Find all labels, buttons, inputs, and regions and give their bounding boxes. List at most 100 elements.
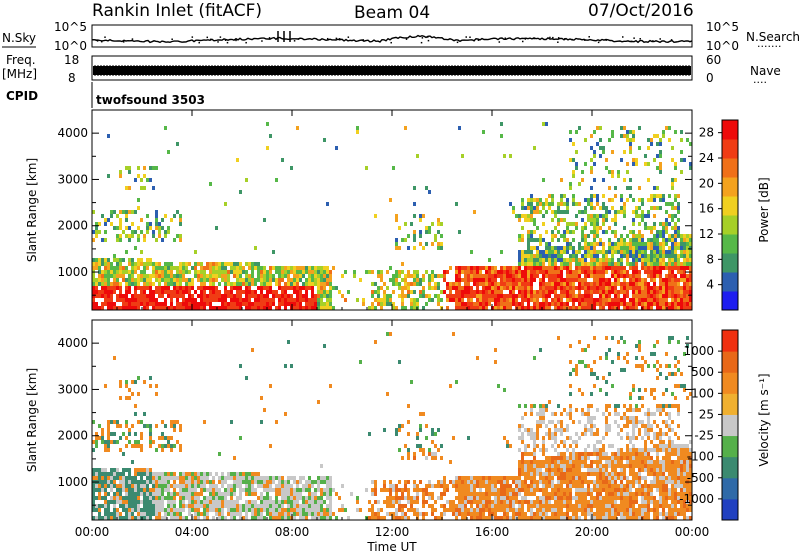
data-cell	[98, 266, 101, 270]
data-cell	[626, 138, 629, 142]
data-cell	[113, 496, 116, 500]
data-cell	[398, 360, 401, 364]
data-cell	[581, 246, 584, 250]
data-cell	[428, 294, 431, 298]
data-cell	[554, 290, 557, 294]
data-cell	[470, 484, 473, 488]
data-cell	[203, 508, 206, 512]
data-cell	[179, 492, 182, 496]
data-cell	[167, 488, 170, 492]
data-cell	[131, 262, 134, 266]
data-cell	[590, 222, 593, 226]
data-cell	[287, 492, 290, 496]
data-cell	[653, 258, 656, 262]
data-cell	[494, 278, 497, 282]
data-cell	[614, 294, 617, 298]
data-cell	[647, 262, 650, 266]
data-cell	[170, 476, 173, 480]
data-cell	[572, 158, 575, 162]
data-cell	[521, 488, 524, 492]
data-cell	[533, 206, 536, 210]
data-cell	[128, 484, 131, 488]
data-cell	[521, 516, 524, 520]
data-cell	[314, 302, 317, 306]
data-cell	[491, 274, 494, 278]
data-cell	[623, 254, 626, 258]
data-cell	[104, 476, 107, 480]
data-cell	[119, 306, 122, 310]
data-cell	[245, 282, 248, 286]
data-cell	[434, 452, 437, 456]
data-cell	[509, 508, 512, 512]
data-cell	[176, 484, 179, 488]
data-cell	[182, 274, 185, 278]
data-cell	[641, 214, 644, 218]
data-cell	[233, 484, 236, 488]
data-cell	[122, 516, 125, 520]
data-cell	[557, 210, 560, 214]
data-cell	[587, 246, 590, 250]
data-cell	[365, 488, 368, 492]
data-cell	[98, 472, 101, 476]
data-cell	[551, 472, 554, 476]
data-cell	[254, 298, 257, 302]
data-cell	[386, 298, 389, 302]
data-cell	[413, 512, 416, 516]
data-cell	[632, 198, 635, 202]
data-cell	[578, 306, 581, 310]
data-cell	[116, 424, 119, 428]
data-cell	[452, 332, 455, 336]
data-cell	[194, 500, 197, 504]
data-cell	[527, 464, 530, 468]
data-cell	[533, 274, 536, 278]
data-cell	[290, 496, 293, 500]
data-cell	[245, 492, 248, 496]
data-cell	[194, 290, 197, 294]
data-cell	[527, 238, 530, 242]
data-cell	[197, 496, 200, 500]
data-cell	[605, 290, 608, 294]
data-cell	[278, 480, 281, 484]
data-cell	[275, 294, 278, 298]
data-cell	[125, 512, 128, 516]
data-cell	[578, 282, 581, 286]
data-cell	[116, 512, 119, 516]
data-cell	[221, 476, 224, 480]
data-cell	[425, 492, 428, 496]
data-cell	[164, 496, 167, 500]
data-cell	[236, 508, 239, 512]
data-cell	[410, 496, 413, 500]
data-cell	[170, 424, 173, 428]
data-cell	[281, 266, 284, 270]
data-cell	[545, 476, 548, 480]
data-cell	[557, 222, 560, 226]
data-cell	[371, 504, 374, 508]
data-cell	[587, 198, 590, 202]
data-cell	[593, 154, 596, 158]
data-cell	[455, 508, 458, 512]
data-cell	[215, 492, 218, 496]
data-cell	[575, 460, 578, 464]
data-cell	[536, 262, 539, 266]
data-cell	[125, 302, 128, 306]
data-cell	[227, 512, 230, 516]
data-cell	[467, 492, 470, 496]
data-cell	[635, 282, 638, 286]
data-cell	[617, 294, 620, 298]
data-cell	[152, 186, 155, 190]
data-cell	[311, 294, 314, 298]
data-cell	[146, 222, 149, 226]
data-cell	[131, 496, 134, 500]
data-cell	[320, 302, 323, 306]
data-cell	[539, 254, 542, 258]
data-cell	[146, 480, 149, 484]
data-cell	[323, 508, 326, 512]
data-cell	[656, 206, 659, 210]
data-cell	[644, 266, 647, 270]
data-cell	[410, 504, 413, 508]
data-cell	[230, 286, 233, 290]
data-cell	[662, 286, 665, 290]
data-cell	[380, 298, 383, 302]
data-cell	[659, 298, 662, 302]
data-cell	[221, 266, 224, 270]
